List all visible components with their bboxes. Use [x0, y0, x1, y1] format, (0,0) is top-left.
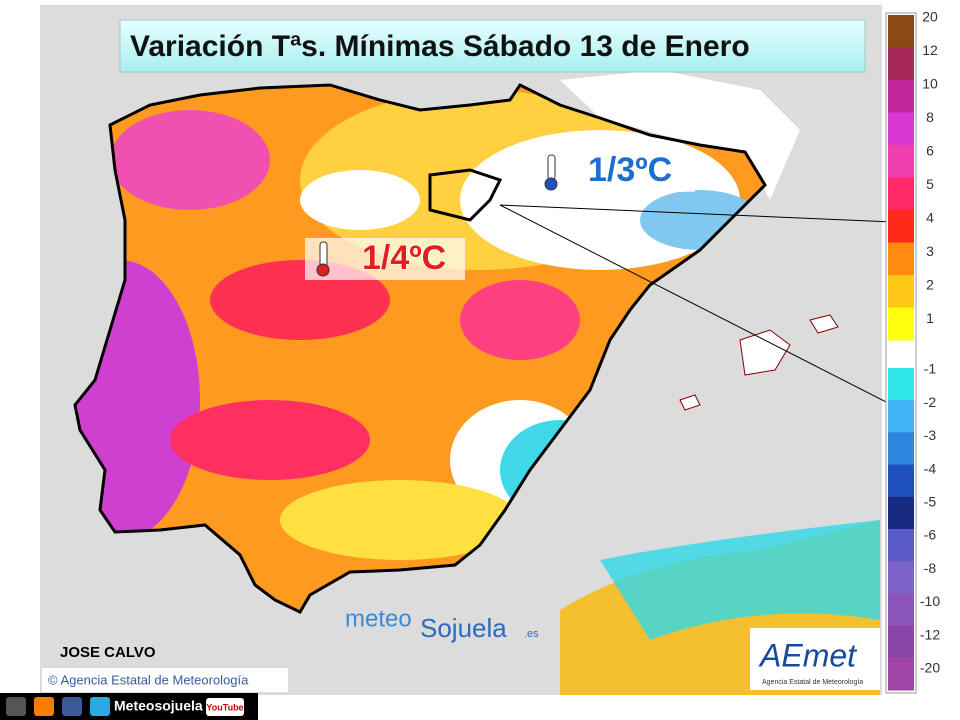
youtube-badge[interactable] [206, 698, 244, 716]
legend-swatch [888, 368, 914, 401]
africa-cold [600, 520, 880, 640]
annotation: 1/4ºC [362, 239, 446, 277]
legend-label: 4 [926, 210, 934, 226]
legend-swatch [888, 561, 914, 594]
legend-swatch [888, 242, 914, 276]
legend-label: -20 [920, 660, 940, 676]
legend-label: 10 [922, 76, 938, 92]
legend-swatch [888, 307, 914, 341]
watermark-meteo: meteo [345, 605, 412, 632]
watermark-es: .es [524, 628, 539, 640]
logo-subtitle: Agencia Estatal de Meteorología [762, 679, 863, 686]
annotation: 1/3ºC [588, 151, 672, 189]
pointer-line [499, 204, 893, 223]
annotation-bg [305, 238, 465, 280]
legend-label: 3 [926, 243, 934, 259]
legend-label: -10 [920, 593, 940, 609]
legend-swatch [888, 529, 914, 562]
logo-box [750, 628, 880, 690]
legend-swatch [888, 625, 914, 659]
legend-label: 5 [926, 176, 934, 192]
author: JOSE CALVO [60, 644, 156, 661]
legend-label: 8 [926, 109, 934, 125]
legend-label: -6 [924, 527, 937, 543]
legend-swatch [888, 275, 914, 308]
handle: Meteosojuela [114, 698, 203, 714]
legend-swatch [888, 657, 914, 691]
facebook-icon[interactable] [62, 697, 82, 716]
legend-label: 12 [922, 42, 938, 58]
legend-swatch [888, 496, 914, 530]
title-box [119, 19, 866, 73]
blogger-icon[interactable] [34, 697, 54, 716]
legend-label: 20 [922, 9, 938, 25]
pointer-line [499, 204, 893, 406]
logo: AEmet [758, 637, 857, 673]
legend-swatch [888, 210, 914, 243]
legend-swatch [888, 15, 914, 48]
legend-swatch [888, 464, 914, 498]
legend-label: -12 [920, 626, 940, 642]
legend-swatch [888, 432, 914, 466]
legend-swatch [888, 593, 914, 627]
legend-label: -2 [924, 394, 937, 410]
legend-label: -4 [924, 460, 937, 476]
france [560, 70, 800, 200]
watermark-sojuela: Sojuela [420, 613, 507, 643]
twitter-icon[interactable] [90, 697, 110, 716]
legend-swatch [888, 177, 914, 211]
legend-swatch [888, 80, 914, 113]
instagram-icon[interactable] [6, 697, 26, 716]
legend-swatch [888, 112, 914, 146]
legend-swatch [888, 400, 914, 433]
youtube-label: YouTube [206, 702, 243, 712]
legend-label: -1 [924, 361, 937, 377]
source-bg [42, 668, 288, 692]
la-rioja [428, 168, 503, 222]
legend-label: -5 [924, 494, 937, 510]
legend-label: -8 [924, 560, 937, 576]
legend-label: 2 [926, 277, 934, 293]
thermometer-icon [544, 154, 558, 191]
annotation-bg [545, 152, 695, 192]
title: Variación Tªs. Mínimas Sábado 13 de Ener… [130, 30, 750, 63]
source: © Agencia Estatal de Meteorología [48, 672, 249, 687]
legend-label: 1 [926, 310, 934, 326]
islands [679, 314, 839, 411]
thermometer-icon [316, 241, 330, 277]
legend-swatch [888, 47, 914, 81]
legend-label: 6 [926, 143, 934, 159]
legend-swatch [888, 145, 914, 178]
legend-label: -3 [924, 427, 937, 443]
